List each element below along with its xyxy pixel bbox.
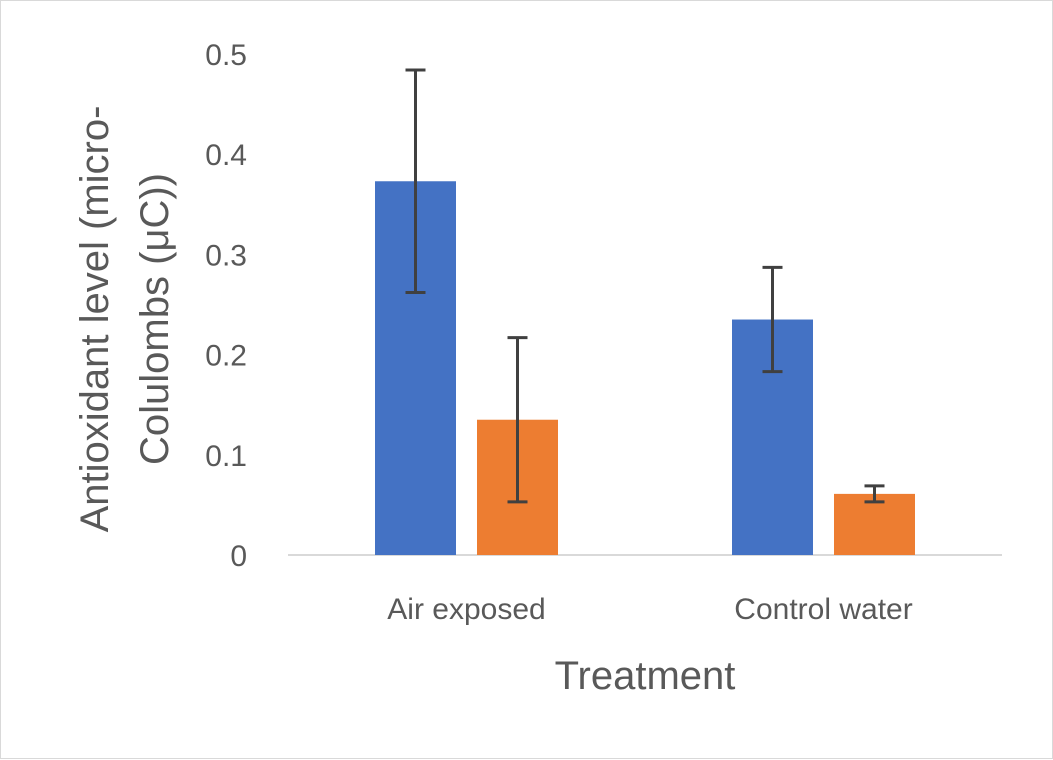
error-bars	[405, 68, 885, 504]
bar-2-series-2	[834, 493, 915, 555]
error-bar-1-series-1	[405, 68, 426, 294]
x-tick-labels: Air exposed Control water	[387, 593, 912, 626]
x-axis-title: Treatment	[555, 654, 736, 698]
y-tick-label: 0	[230, 540, 247, 573]
y-tick-labels: 0 0.1 0.2 0.3 0.4 0.5	[205, 39, 247, 573]
y-tick-label: 0.3	[205, 239, 247, 272]
y-tick-label: 0.4	[205, 139, 247, 172]
bars	[375, 181, 915, 555]
error-bar-1-series-2	[507, 336, 528, 504]
y-tick-label: 0.1	[205, 440, 247, 473]
y-axis-title-line-1: Antioxidant level (micro-	[73, 106, 117, 533]
y-axis-title-line-2: Colulombs (μC))	[133, 173, 177, 465]
error-bar-2-series-2	[864, 484, 885, 504]
x-tick-label: Air exposed	[387, 593, 545, 626]
y-tick-label: 0.2	[205, 340, 247, 373]
x-tick-label: Control water	[734, 593, 912, 626]
y-tick-label: 0.5	[205, 39, 247, 72]
error-bar-2-series-1	[762, 265, 783, 374]
